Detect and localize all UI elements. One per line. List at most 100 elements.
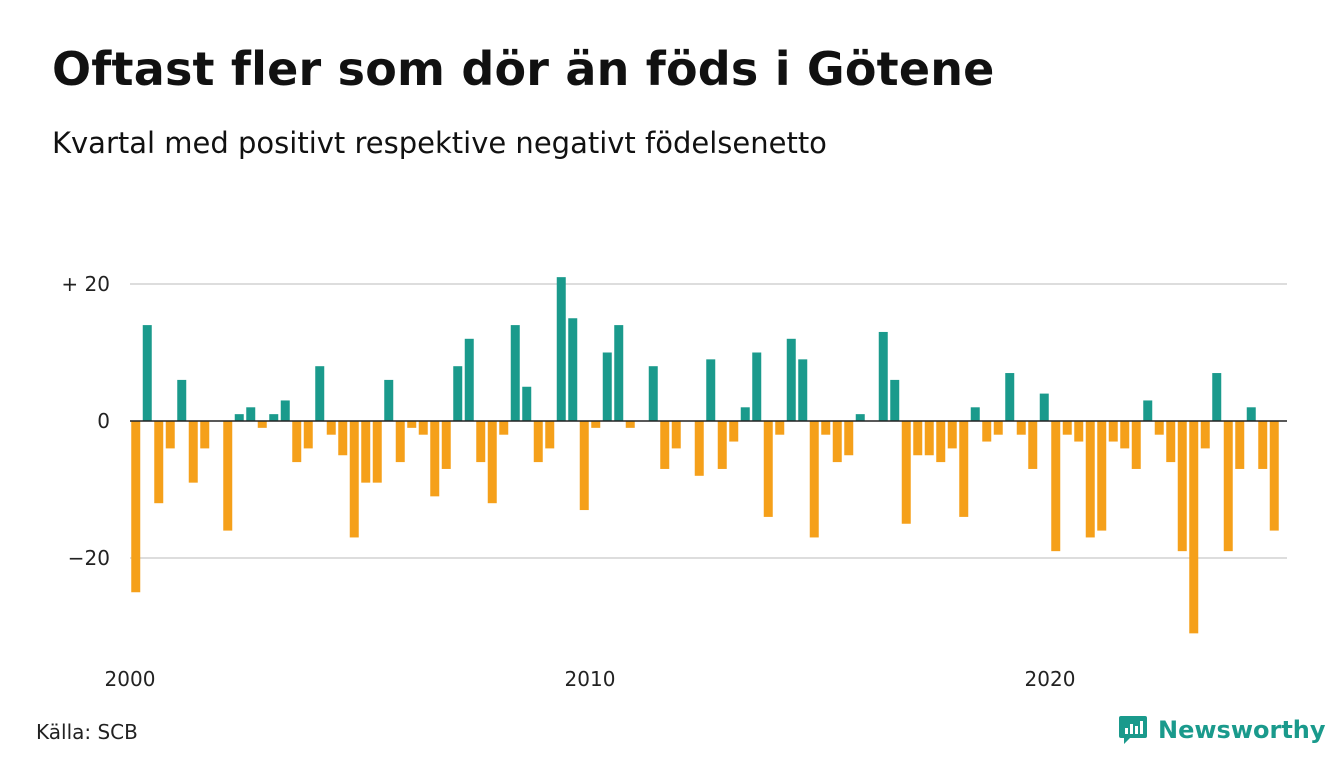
bar <box>729 421 739 442</box>
bar <box>924 421 934 456</box>
bar <box>959 421 969 517</box>
chart-subtitle: Kvartal med positivt respektive negativt… <box>52 126 827 160</box>
bar <box>1028 421 1038 469</box>
bar <box>418 421 428 435</box>
y-tick-label: −20 <box>68 546 110 570</box>
bar <box>970 407 980 421</box>
bar <box>441 421 451 469</box>
bar <box>1039 393 1049 421</box>
bar <box>430 421 440 497</box>
bar <box>832 421 842 463</box>
brand-logo: Newsworthy <box>1118 714 1326 746</box>
bar <box>1189 421 1199 634</box>
bar <box>1269 421 1279 531</box>
bar <box>947 421 957 449</box>
bar <box>165 421 175 449</box>
bar <box>407 421 417 428</box>
bar <box>878 331 888 421</box>
bar <box>579 421 589 511</box>
bar <box>545 421 555 449</box>
bar <box>1258 421 1268 469</box>
bar <box>821 421 831 435</box>
bar <box>384 379 394 421</box>
bar <box>1108 421 1118 442</box>
bar <box>1085 421 1095 538</box>
brand-name: Newsworthy <box>1158 716 1326 744</box>
bar <box>1120 421 1130 449</box>
bar <box>1246 407 1256 421</box>
bar <box>775 421 785 435</box>
bar <box>648 366 658 421</box>
bar <box>556 277 566 421</box>
bar <box>1200 421 1210 449</box>
bar <box>349 421 359 538</box>
bar <box>1166 421 1176 463</box>
y-tick-label: 0 <box>97 409 110 433</box>
x-axis-ticks: 2000 2010 2020 <box>105 667 1076 691</box>
x-tick-label: 2020 <box>1025 667 1076 691</box>
bar <box>361 421 371 483</box>
source-note: Källa: SCB <box>36 720 138 744</box>
bar <box>188 421 198 483</box>
bar <box>913 421 923 456</box>
bar <box>234 414 244 421</box>
bar <box>591 421 601 428</box>
bar <box>177 379 187 421</box>
bar <box>671 421 681 449</box>
bar <box>464 338 474 421</box>
bar <box>660 421 670 469</box>
bars <box>131 277 1279 634</box>
bar <box>154 421 164 504</box>
bar <box>1154 421 1164 435</box>
bar <box>1177 421 1187 552</box>
bar <box>752 352 762 421</box>
bar <box>901 421 911 524</box>
bar <box>1016 421 1026 435</box>
bar-chart: + 20 0 −20 2000 2010 2020 <box>61 272 1287 691</box>
x-tick-label: 2010 <box>565 667 616 691</box>
y-tick-label: + 20 <box>61 272 110 296</box>
bar <box>694 421 704 476</box>
bar <box>740 407 750 421</box>
bar <box>1223 421 1233 552</box>
y-axis-ticks: + 20 0 −20 <box>61 272 110 570</box>
bar <box>798 359 808 421</box>
bar <box>522 386 532 421</box>
bar <box>315 366 325 421</box>
bar <box>280 400 290 421</box>
bar <box>326 421 336 435</box>
chart-title: Oftast fler som dör än föds i Götene <box>52 42 995 96</box>
bar <box>1131 421 1141 469</box>
bar <box>625 421 635 428</box>
grid-lines <box>130 283 1287 559</box>
bar <box>338 421 348 456</box>
bar <box>303 421 313 449</box>
bar <box>223 421 233 531</box>
bar <box>533 421 543 463</box>
bar <box>614 325 624 421</box>
bar <box>246 407 256 421</box>
bar <box>1097 421 1107 531</box>
bar <box>476 421 486 463</box>
bar <box>936 421 946 463</box>
bar <box>372 421 382 483</box>
x-tick-label: 2000 <box>105 667 156 691</box>
bar <box>717 421 727 469</box>
bar <box>568 318 578 421</box>
bar <box>1005 373 1015 421</box>
bar <box>200 421 210 449</box>
newsworthy-logo-icon <box>1119 716 1147 744</box>
bar <box>982 421 992 442</box>
bar <box>993 421 1003 435</box>
bar <box>890 379 900 421</box>
bar <box>1062 421 1072 435</box>
bar <box>602 352 612 421</box>
bar <box>131 421 141 593</box>
bar <box>257 421 267 428</box>
bar <box>510 325 520 421</box>
bar <box>809 421 819 538</box>
bar <box>706 359 716 421</box>
bar <box>1074 421 1084 442</box>
bar <box>292 421 302 463</box>
bar <box>499 421 509 435</box>
